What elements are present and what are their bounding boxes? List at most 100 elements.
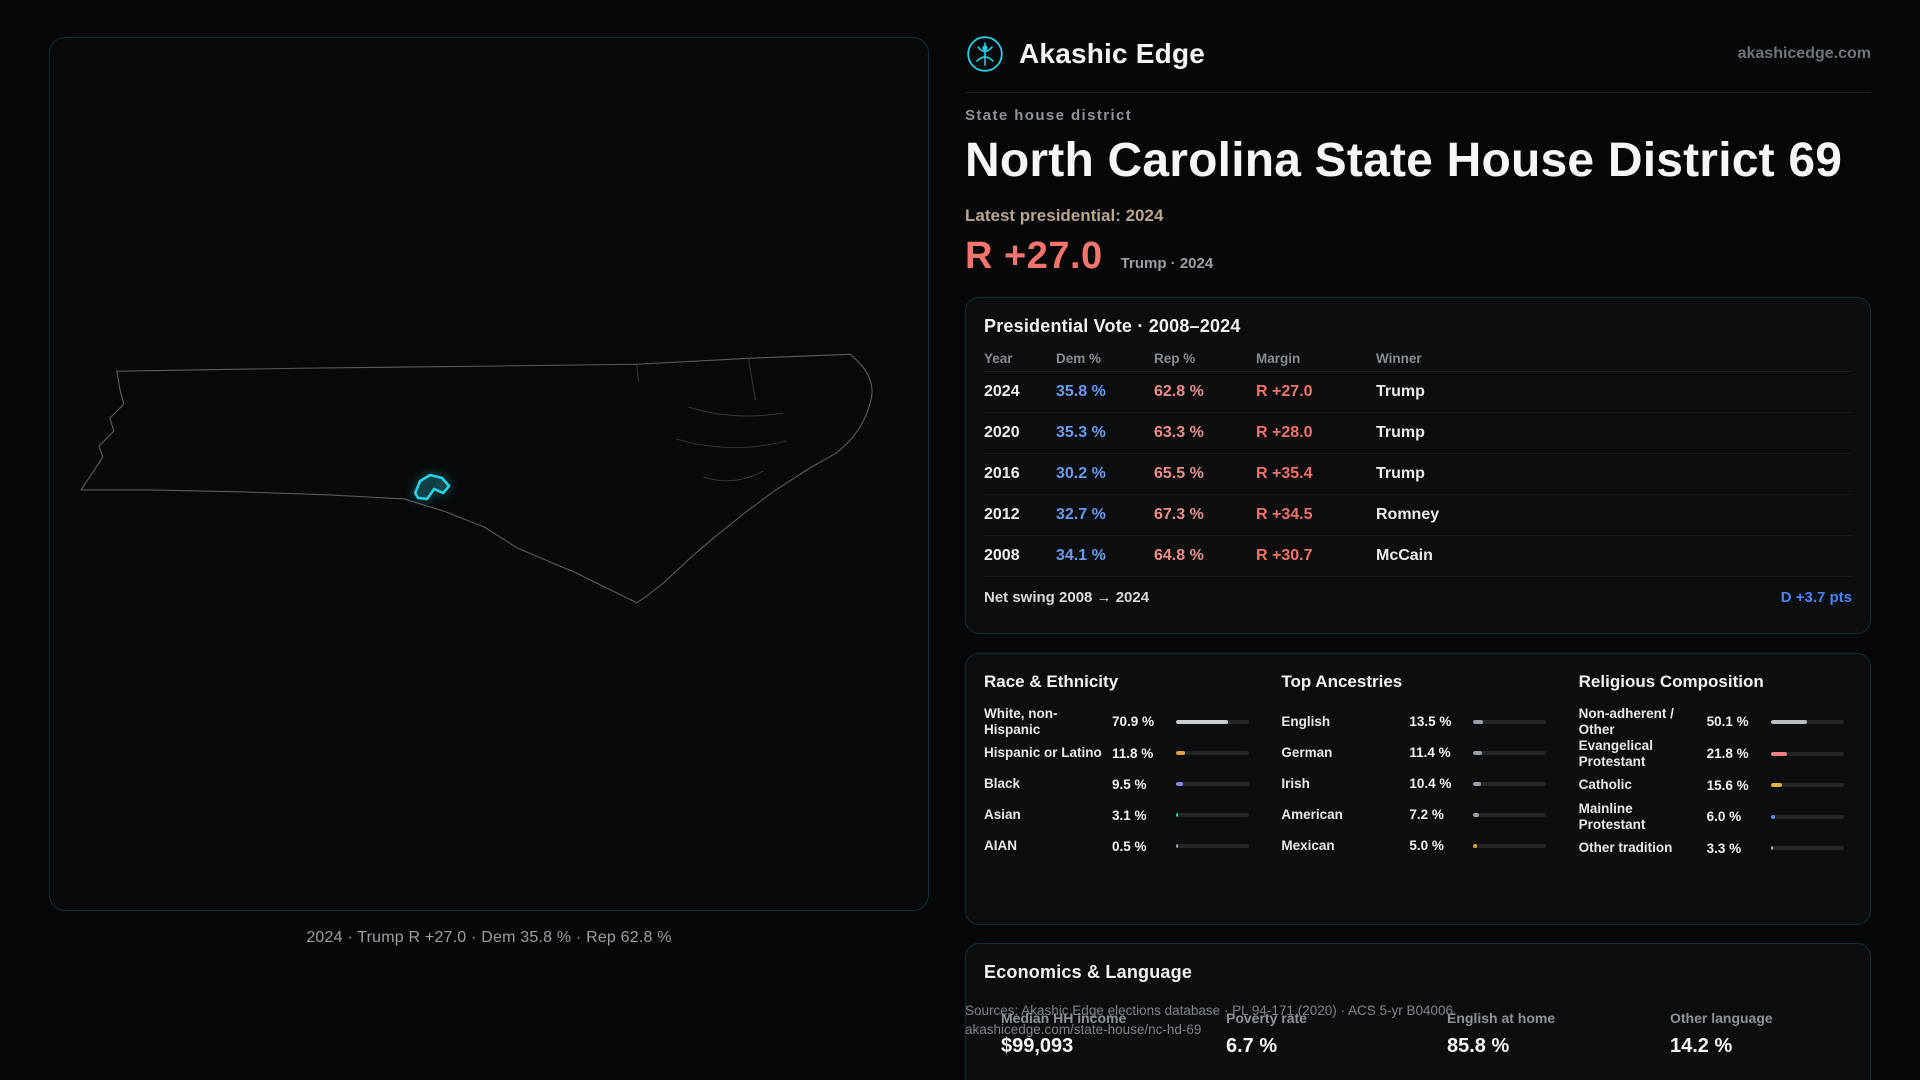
- stat-value: 11.4 %: [1409, 745, 1451, 760]
- report-column: Akashic Edge akashicedge.com State house…: [965, 0, 1871, 1080]
- stat-label: Evangelical Protestant: [1578, 737, 1653, 769]
- cell-margin: R +30.7: [1256, 547, 1313, 564]
- district-69-highlight[interactable]: [413, 473, 451, 501]
- stat-bar: [1770, 751, 1844, 756]
- cell-rep-pct: 65.5 %: [1154, 465, 1204, 482]
- headline-margin-note: Trump · 2024: [1120, 255, 1214, 272]
- cell-margin: R +28.0: [1256, 424, 1313, 441]
- net-swing-label: Net swing 2008 → 2024: [984, 588, 1150, 606]
- headline-margin-row: R +27.0 Trump · 2024: [965, 235, 1213, 278]
- cell-rep-pct: 63.3 %: [1154, 424, 1204, 441]
- cell-margin: R +27.0: [1256, 383, 1313, 400]
- stat-label: Other language: [1670, 1010, 1773, 1026]
- stat-poverty-rate: Poverty rate 6.7 %: [1226, 1010, 1447, 1058]
- economics-stats: Median HH income $99,093 Poverty rate 6.…: [984, 1010, 1852, 1058]
- stat-row: Black 9.5 %: [984, 769, 1257, 800]
- stat-label: Mainline Protestant: [1578, 800, 1646, 832]
- table-row: 2012 32.7 % 67.3 % R +34.5 Romney: [984, 495, 1852, 536]
- col-header-margin: Margin: [1256, 350, 1301, 366]
- stat-value: 6.0 %: [1706, 809, 1742, 825]
- sources-url: akashicedge.com/state-house/nc-hd-69: [965, 1022, 1202, 1037]
- stat-bar: [1770, 719, 1844, 724]
- stat-row: Evangelical Protestant 21.8 %: [1579, 738, 1852, 770]
- stat-value: 5.0 %: [1409, 838, 1444, 853]
- demographics-card: Race & Ethnicity White, non-Hispanic 70.…: [965, 653, 1871, 925]
- stat-label: Mexican: [1281, 837, 1335, 853]
- stat-bar: [1473, 843, 1547, 848]
- map-panel: [49, 37, 929, 911]
- page-title: North Carolina State House District 69: [965, 134, 1843, 187]
- cell-dem-pct: 35.3 %: [1056, 424, 1106, 441]
- demographics-grid: Race & Ethnicity White, non-Hispanic 70.…: [984, 672, 1852, 864]
- stat-row: White, non-Hispanic 70.9 %: [984, 706, 1257, 738]
- cell-year: 2024: [984, 383, 1020, 400]
- stat-row: English 13.5 %: [1281, 706, 1554, 737]
- sources-footnote: Sources: Akashic Edge elections database…: [965, 1001, 1453, 1039]
- stat-label: Poverty rate: [1226, 1010, 1307, 1026]
- stat-label: Median HH income: [1001, 1010, 1127, 1026]
- stat-bar: [1473, 750, 1547, 755]
- stat-bar: [1176, 813, 1249, 818]
- stat-bar: [1770, 783, 1844, 788]
- stat-median-income: Median HH income $99,093: [1001, 1010, 1226, 1058]
- stat-bar: [1176, 719, 1249, 724]
- brand-domain-link[interactable]: akashicedge.com: [1737, 45, 1871, 62]
- nc-state-map: [80, 353, 873, 604]
- stat-label: German: [1281, 744, 1333, 760]
- table-row: 2008 34.1 % 64.8 % R +30.7 McCain: [984, 536, 1852, 577]
- cell-winner: Trump: [1376, 465, 1425, 482]
- cell-year: 2016: [984, 465, 1020, 482]
- economics-card-title: Economics & Language: [984, 962, 1193, 982]
- brand: Akashic Edge: [965, 34, 1205, 74]
- stat-row: Asian 3.1 %: [984, 800, 1257, 831]
- stat-row: Catholic 15.6 %: [1579, 770, 1852, 801]
- cell-dem-pct: 35.8 %: [1056, 383, 1106, 400]
- economics-language-card: Economics & Language Median HH income $9…: [965, 943, 1871, 1080]
- stat-other-language: Other language 14.2 %: [1670, 1010, 1852, 1058]
- race-ethnicity-title: Race & Ethnicity: [984, 672, 1119, 691]
- race-ethnicity-column: Race & Ethnicity White, non-Hispanic 70.…: [984, 672, 1257, 864]
- presidential-table: Year Dem % Rep % Margin Winner 2024 35.8…: [984, 345, 1852, 617]
- headline-margin-value: R +27.0: [965, 235, 1103, 277]
- stat-value: 85.8 %: [1447, 1035, 1510, 1057]
- stat-value: 11.8 %: [1112, 745, 1154, 761]
- stat-value: 3.3 %: [1706, 840, 1742, 856]
- stat-label: White, non-Hispanic: [984, 706, 1058, 737]
- stat-bar: [1473, 719, 1547, 724]
- stat-bar: [1176, 751, 1249, 756]
- brand-name: Akashic Edge: [1019, 38, 1206, 69]
- stat-label: Other tradition: [1578, 840, 1673, 856]
- net-swing-row: Net swing 2008 → 2024 D +3.7 pts: [984, 577, 1852, 617]
- stat-row: Irish 10.4 %: [1281, 768, 1554, 799]
- cell-dem-pct: 32.7 %: [1056, 506, 1106, 523]
- stat-value: 3.1 %: [1112, 807, 1147, 823]
- stat-value: 0.5 %: [1112, 838, 1147, 854]
- stat-label: Irish: [1281, 775, 1310, 791]
- latest-presidential-label: Latest presidential: 2024: [965, 206, 1164, 225]
- stat-label: Hispanic or Latino: [984, 745, 1102, 761]
- stat-row: German 11.4 %: [1281, 737, 1554, 768]
- stat-row: Mexican 5.0 %: [1281, 830, 1554, 861]
- stat-value: 50.1 %: [1706, 714, 1749, 730]
- col-header-rep: Rep %: [1154, 350, 1196, 366]
- stat-row: Non-adherent / Other 50.1 %: [1579, 706, 1852, 738]
- cell-winner: McCain: [1376, 547, 1433, 564]
- cell-year: 2012: [984, 506, 1020, 523]
- cell-margin: R +35.4: [1256, 465, 1313, 482]
- stat-english-at-home: English at home 85.8 %: [1447, 1010, 1670, 1058]
- cell-rep-pct: 64.8 %: [1154, 547, 1204, 564]
- stat-row: Other tradition 3.3 %: [1579, 833, 1852, 864]
- sources-line: Sources: Akashic Edge elections database…: [965, 1003, 1454, 1018]
- stat-bar: [1770, 814, 1844, 819]
- cell-winner: Trump: [1376, 383, 1425, 400]
- stat-label: Asian: [984, 807, 1021, 823]
- stat-value: 14.2 %: [1670, 1035, 1733, 1057]
- cell-margin: R +34.5: [1256, 506, 1313, 523]
- stat-bar: [1473, 781, 1547, 786]
- cell-dem-pct: 30.2 %: [1056, 465, 1106, 482]
- stat-value: 7.2 %: [1409, 807, 1444, 822]
- stat-label: AIAN: [984, 838, 1017, 854]
- state-outline: [80, 353, 873, 604]
- cell-rep-pct: 67.3 %: [1154, 506, 1204, 523]
